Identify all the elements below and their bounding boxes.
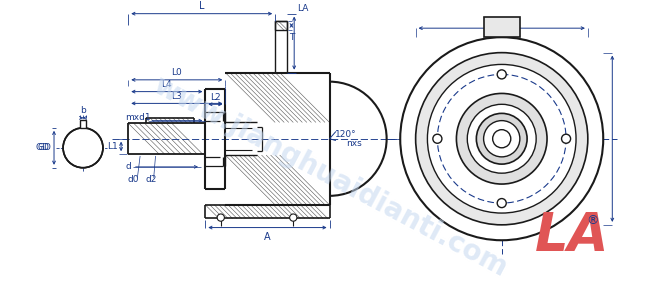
Text: M: M bbox=[514, 111, 522, 120]
Text: LA: LA bbox=[297, 4, 308, 13]
Circle shape bbox=[63, 128, 103, 168]
Circle shape bbox=[484, 121, 520, 157]
Circle shape bbox=[562, 134, 571, 143]
Text: d2: d2 bbox=[146, 175, 157, 184]
Circle shape bbox=[415, 53, 588, 225]
Text: LA: LA bbox=[535, 210, 610, 262]
Text: P: P bbox=[519, 158, 525, 167]
Circle shape bbox=[456, 94, 547, 184]
Text: L1: L1 bbox=[108, 142, 118, 151]
Text: d: d bbox=[125, 162, 131, 171]
Text: www.jianghuaidianti.com: www.jianghuaidianti.com bbox=[148, 71, 512, 282]
Bar bbox=[484, 17, 520, 37]
Circle shape bbox=[290, 214, 297, 221]
Text: 120°: 120° bbox=[335, 130, 357, 139]
Circle shape bbox=[476, 113, 527, 164]
Circle shape bbox=[217, 214, 224, 221]
Text: nxs: nxs bbox=[346, 139, 361, 148]
Text: L2: L2 bbox=[210, 93, 220, 102]
Circle shape bbox=[497, 199, 506, 208]
Text: mxd1: mxd1 bbox=[125, 113, 151, 122]
Text: L0: L0 bbox=[172, 68, 182, 77]
Text: ®: ® bbox=[586, 214, 599, 227]
Circle shape bbox=[497, 70, 506, 79]
Text: T: T bbox=[289, 33, 294, 42]
Text: L4: L4 bbox=[162, 80, 172, 89]
Circle shape bbox=[493, 130, 511, 148]
Text: d0: d0 bbox=[127, 175, 138, 184]
Circle shape bbox=[467, 104, 536, 173]
Circle shape bbox=[428, 64, 576, 213]
Text: L: L bbox=[199, 1, 205, 11]
Text: D: D bbox=[575, 125, 582, 134]
Text: GD: GD bbox=[36, 143, 49, 152]
Text: GD: GD bbox=[38, 143, 51, 152]
Circle shape bbox=[433, 134, 442, 143]
Circle shape bbox=[400, 37, 603, 240]
Bar bbox=[80, 120, 86, 128]
Text: L3: L3 bbox=[172, 92, 182, 101]
Text: A: A bbox=[264, 232, 271, 242]
Text: b: b bbox=[80, 106, 86, 115]
